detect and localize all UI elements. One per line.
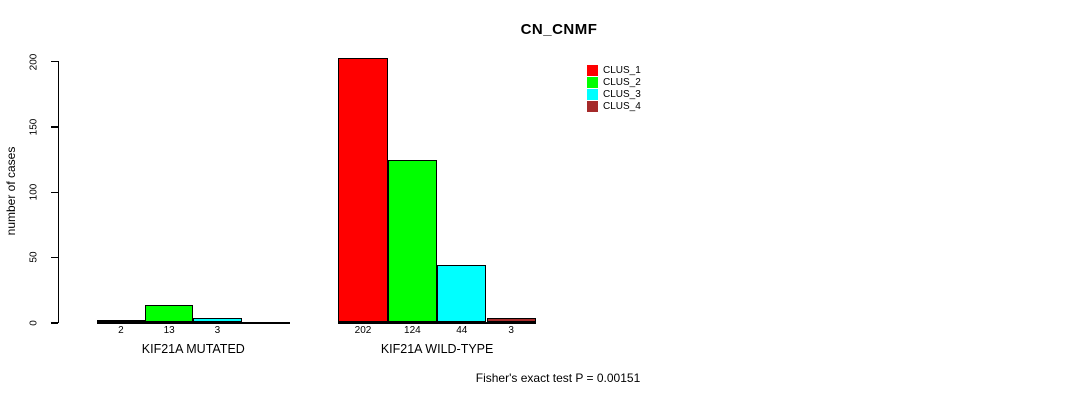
y-axis-tick: [51, 322, 58, 324]
chart-title: CN_CNMF: [520, 21, 598, 38]
y-tick-label: 50: [28, 251, 40, 264]
group-label: KIF21A WILD-TYPE: [380, 342, 494, 356]
bar-value-label: 2: [118, 324, 124, 336]
legend-label: CLUS_1: [603, 64, 641, 76]
fisher-test-footnote: Fisher's exact test P = 0.00151: [475, 371, 641, 385]
bar-value-label: 44: [456, 324, 468, 336]
bar-value-label: 3: [508, 324, 514, 336]
legend-swatch-clus_3: [587, 88, 598, 100]
y-axis-tick: [51, 191, 58, 193]
bar-clus_2-kif21a-mutated: [145, 305, 194, 323]
group-label: KIF21A MUTATED: [141, 342, 245, 356]
bar-value-label: 202: [354, 324, 372, 336]
legend-swatch-clus_4: [587, 101, 598, 113]
legend-entry-clus_4: CLUS_4: [587, 101, 641, 113]
legend-label: CLUS_2: [603, 76, 641, 88]
y-tick-label: 200: [28, 53, 40, 70]
legend: CLUS_1 CLUS_2 CLUS_3 CLUS_4: [587, 64, 641, 113]
bar-clus_4-kif21a-wild-type: [486, 318, 536, 323]
y-axis-tick: [51, 126, 58, 128]
bar-value-label: 124: [404, 324, 421, 336]
bar-clus_1-kif21a-wild-type: [338, 58, 388, 323]
legend-entry-clus_2: CLUS_2: [587, 76, 641, 88]
bar-value-label: 13: [163, 324, 175, 336]
legend-swatch-clus_1: [587, 64, 598, 76]
y-axis-tick: [51, 61, 58, 63]
legend-swatch-clus_2: [587, 76, 598, 88]
bar-clus_3-kif21a-mutated: [193, 318, 242, 323]
group-baseline: [338, 322, 536, 324]
group-baseline: [96, 322, 290, 324]
bar-clus_2-kif21a-wild-type: [387, 160, 438, 323]
bar-clus_1-kif21a-mutated: [96, 319, 145, 323]
legend-entry-clus_1: CLUS_1: [587, 64, 641, 76]
y-tick-label: 100: [28, 183, 40, 201]
y-axis-line: [58, 61, 60, 324]
bar-value-label: 3: [214, 324, 221, 336]
y-axis-tick: [51, 256, 58, 259]
y-tick-label: 0: [28, 320, 40, 326]
y-tick-label: 150: [28, 118, 40, 136]
legend-entry-clus_3: CLUS_3: [587, 88, 641, 100]
legend-label: CLUS_3: [603, 88, 641, 100]
bar-clus_3-kif21a-wild-type: [437, 264, 487, 323]
legend-label: CLUS_4: [603, 101, 641, 113]
